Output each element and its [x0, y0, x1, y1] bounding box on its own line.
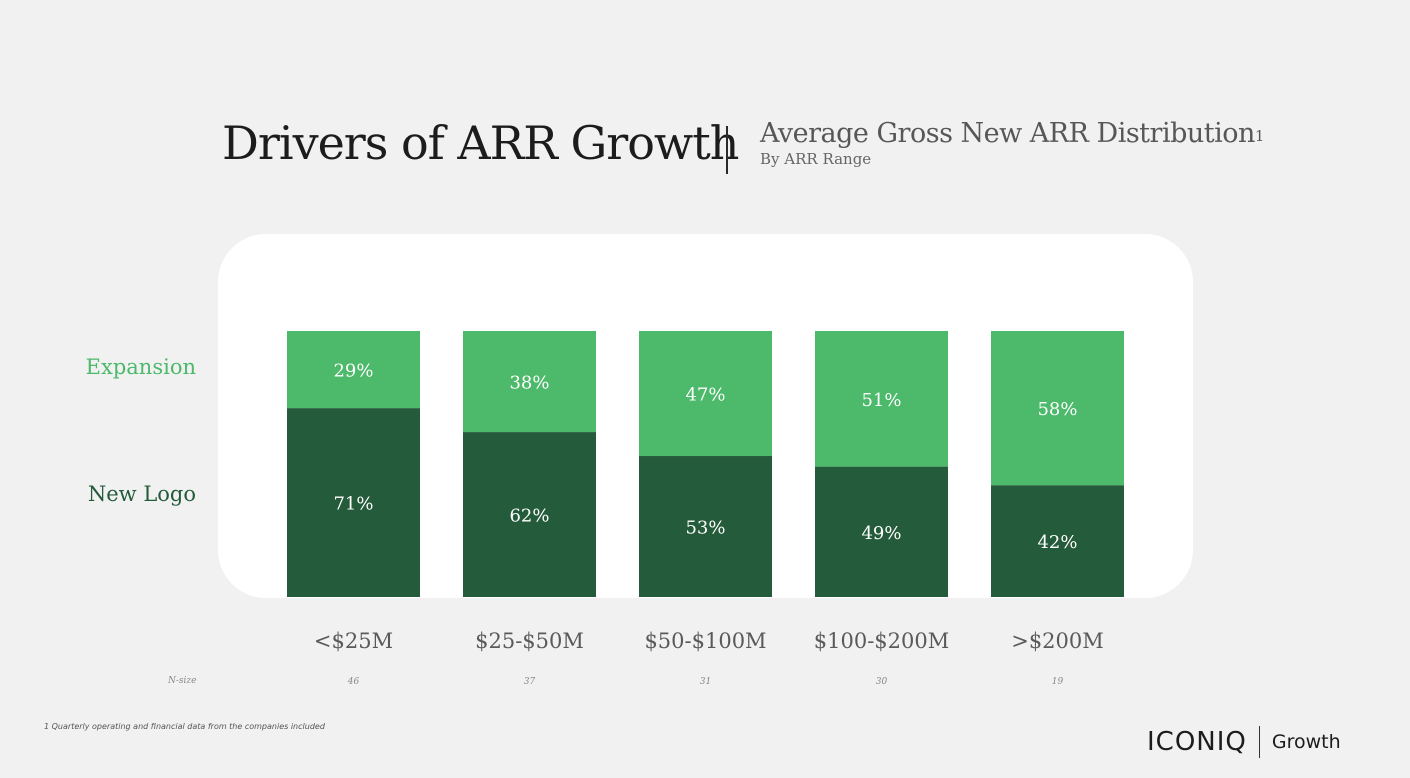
n-size-value: 46: [347, 677, 360, 687]
x-tick-label: $50-$100M: [644, 629, 766, 653]
n-size-value: 19: [1052, 677, 1064, 687]
data-label-new-logo: 42%: [1037, 532, 1077, 553]
chart-subtitle-text: Average Gross New ARR Distribution: [760, 118, 1255, 149]
n-size-value: 31: [700, 677, 711, 687]
title-divider: [726, 126, 728, 174]
logo-wordmark: ICONIQ: [1147, 727, 1247, 757]
x-tick-label: $25-$50M: [475, 629, 584, 653]
legend-new-logo: New Logo: [87, 482, 196, 506]
footnote: 1 Quarterly operating and financial data…: [44, 722, 325, 731]
chart-subsubtitle: By ARR Range: [760, 150, 872, 168]
data-label-expansion: 38%: [509, 373, 549, 394]
bar-expansion: [639, 331, 772, 457]
logo-divider: [1258, 726, 1260, 758]
data-label-expansion: 47%: [685, 385, 725, 406]
x-tick-label: <$25M: [314, 629, 393, 653]
iconiq-growth-logo: ICONIQ Growth: [1147, 726, 1341, 758]
x-tick-label: $100-$200M: [814, 629, 950, 653]
data-label-new-logo: 49%: [861, 523, 901, 544]
logo-subbrand: Growth: [1271, 731, 1341, 753]
data-label-new-logo: 62%: [509, 506, 549, 527]
bar-new-logo: [815, 466, 948, 597]
data-label-expansion: 51%: [861, 390, 901, 411]
bar-new-logo: [991, 485, 1124, 597]
footnote-marker: 1: [1254, 127, 1265, 145]
bar-new-logo: [287, 408, 420, 597]
data-label-expansion: 29%: [333, 361, 373, 382]
bar-expansion: [463, 331, 596, 433]
bar-new-logo: [463, 432, 596, 597]
data-label-new-logo: 53%: [685, 518, 725, 539]
n-size-label: N-size: [168, 676, 197, 686]
data-label-new-logo: 71%: [333, 494, 373, 515]
bar-expansion: [287, 331, 420, 409]
bar-expansion: [991, 331, 1124, 486]
bar-expansion: [815, 331, 948, 467]
bar-new-logo: [639, 456, 772, 597]
n-size-value: 37: [524, 677, 536, 687]
chart-subtitle: Average Gross New ARR Distribution1: [760, 116, 1264, 152]
data-label-expansion: 58%: [1037, 399, 1077, 420]
legend-expansion: Expansion: [85, 355, 196, 379]
n-size-value: 30: [876, 677, 888, 687]
x-tick-label: >$200M: [1011, 629, 1104, 653]
page-title: Drivers of ARR Growth: [222, 116, 739, 170]
